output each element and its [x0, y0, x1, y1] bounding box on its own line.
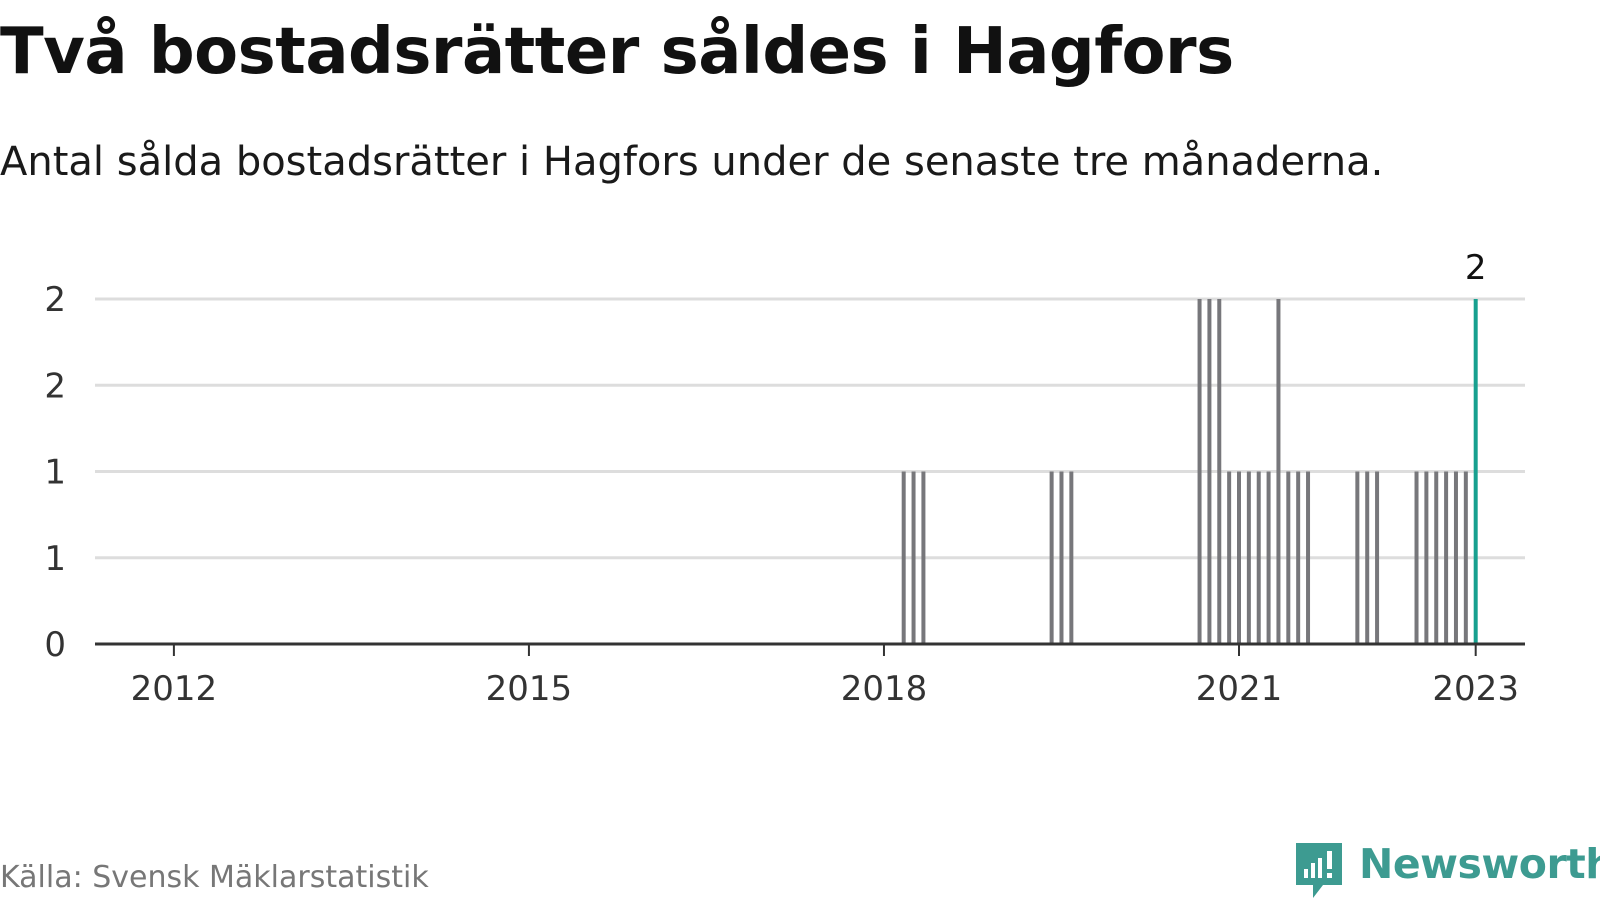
- y-tick-label: 1: [44, 453, 66, 493]
- y-tick-label: 1: [44, 539, 66, 579]
- chart-subtitle: Antal sålda bostadsrätter i Hagfors unde…: [0, 139, 1384, 185]
- bar: [1453, 471, 1458, 644]
- bars: [901, 299, 1478, 644]
- bar: [1049, 471, 1054, 644]
- brand-name: Newsworthy: [1359, 840, 1600, 888]
- bar: [1069, 471, 1074, 644]
- chart-title: Två bostadsrätter såldes i Hagfors: [0, 15, 1234, 89]
- x-tick-label: 2018: [841, 669, 928, 709]
- bar: [1197, 299, 1202, 644]
- x-tick-label: 2023: [1432, 669, 1519, 709]
- bar: [1237, 471, 1241, 644]
- bar: [1059, 471, 1064, 644]
- data-label: 2: [1465, 248, 1487, 288]
- bar: [1463, 471, 1468, 644]
- x-tick-label: 2015: [486, 669, 573, 709]
- bar: [1355, 471, 1360, 644]
- bar: [1286, 471, 1291, 644]
- axes: 0 1 1 2 2 2012 2015 2018 2021 2023: [44, 280, 1525, 709]
- bar: [1217, 299, 1222, 644]
- bar: [1256, 471, 1261, 644]
- bar: [1375, 471, 1380, 644]
- bar: [921, 471, 926, 644]
- bar: [1424, 471, 1429, 644]
- bar: [901, 471, 906, 644]
- bar: [911, 471, 916, 644]
- y-tick-label: 0: [44, 625, 66, 665]
- bar: [1414, 471, 1419, 644]
- brand-logo[interactable]: Newsworthy: [1293, 841, 1600, 900]
- bar-highlight: [1473, 299, 1478, 644]
- bar: [1276, 299, 1281, 644]
- gridlines: [95, 297, 1525, 560]
- bar: [1434, 471, 1439, 644]
- y-tick-label: 2: [44, 280, 66, 320]
- bar: [1296, 471, 1301, 644]
- bar: [1444, 471, 1449, 644]
- newsworthy-logo-icon: [1296, 843, 1342, 898]
- x-tick-label: 2021: [1196, 669, 1283, 709]
- bar: [1246, 471, 1251, 644]
- y-tick-label: 2: [44, 366, 66, 406]
- source-note: Källa: Svensk Mäklarstatistik: [0, 860, 429, 895]
- bar: [1266, 471, 1271, 644]
- data-labels: 2: [1465, 248, 1487, 288]
- bar: [1306, 471, 1311, 644]
- x-tick-label: 2012: [131, 669, 218, 709]
- bar: [1365, 471, 1370, 644]
- bar: [1207, 299, 1212, 644]
- bar: [1227, 471, 1232, 644]
